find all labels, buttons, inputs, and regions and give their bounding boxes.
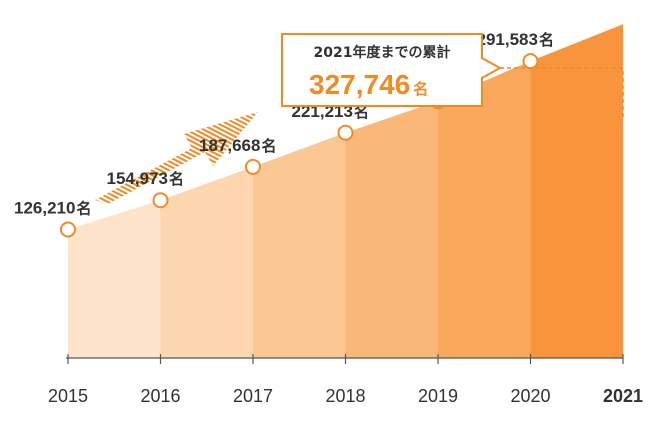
- x-axis-tick-label-2020: 2020: [510, 386, 550, 406]
- data-label-2015: 126,210名: [14, 198, 91, 217]
- callout-leader-line: [500, 67, 624, 120]
- x-axis-tick-labels: 2015 2016 2017 2018 2019 2020 2021: [48, 386, 643, 406]
- growth-arrow-icon: [95, 112, 258, 204]
- area-band-2018: [345, 100, 438, 358]
- data-point-marker-2018: [337, 124, 354, 141]
- x-axis-ticks: [67, 354, 624, 364]
- area-band-2019: [438, 61, 531, 359]
- x-axis-tick-label-2019: 2019: [418, 386, 458, 406]
- data-point-marker-2016: [152, 192, 169, 209]
- callout-title: 2021年度までの累計: [314, 44, 451, 61]
- data-point-markers: [60, 53, 539, 238]
- x-axis-tick-label-2021: 2021: [603, 386, 643, 406]
- callout-value-unit: 名: [413, 80, 428, 98]
- area-band-2016: [160, 166, 253, 358]
- x-axis-tick-label-2018: 2018: [325, 386, 365, 406]
- area-band-2015: [68, 200, 161, 358]
- total-callout: 2021年度までの累計 327,746 名: [281, 33, 624, 120]
- area-band-2017: [253, 132, 346, 358]
- x-axis-tick-label-2016: 2016: [140, 386, 180, 406]
- data-point-marker-2017: [245, 158, 261, 175]
- area-bands: [68, 24, 623, 359]
- area-band-2020: [530, 24, 623, 358]
- callout-box: [281, 33, 503, 107]
- callout-value-number: 327,746: [309, 69, 410, 100]
- data-label-2017: 187,668名: [199, 136, 276, 155]
- data-label-2020: 291,583名: [477, 30, 554, 49]
- data-point-marker-2015: [60, 221, 76, 238]
- x-axis-tick-label-2015: 2015: [48, 386, 88, 406]
- data-label-2016: 154,973名: [107, 169, 184, 188]
- data-point-marker-2020: [522, 53, 539, 70]
- x-axis-tick-label-2017: 2017: [233, 386, 273, 406]
- callout-value: 327,746 名: [309, 69, 428, 100]
